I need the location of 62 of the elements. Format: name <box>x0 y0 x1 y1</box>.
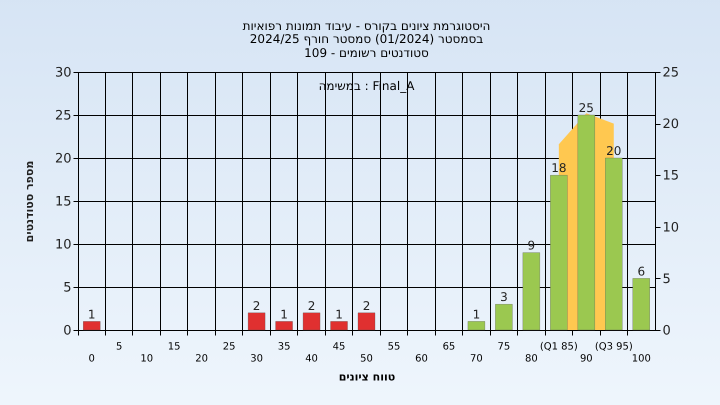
bar <box>495 304 513 330</box>
x-tick-label: 25 <box>222 342 236 352</box>
y2-tick-label: 0 <box>662 324 671 338</box>
y2-tick-label: 20 <box>662 117 680 132</box>
x-tick-label: 20 <box>195 354 208 364</box>
bar <box>632 278 650 330</box>
data-label: 20 <box>606 144 622 158</box>
x-tick-label: 5 <box>116 342 122 352</box>
y-tick-label: 5 <box>63 280 72 296</box>
x-tick-label: 50 <box>360 354 373 364</box>
y-axis-title: מספר סטודנטים <box>22 160 36 242</box>
x-tick-label: 100 <box>632 354 651 364</box>
y2-tick-label: 10 <box>662 220 680 236</box>
data-label: 2 <box>362 298 370 313</box>
bar <box>275 321 293 330</box>
bar <box>302 312 320 330</box>
bar <box>83 321 100 330</box>
bar <box>578 114 595 330</box>
x-tick-label: 40 <box>305 354 318 364</box>
bar <box>522 252 540 330</box>
data-label: 2 <box>252 298 260 313</box>
y2-tick-label: 25 <box>662 66 680 80</box>
x-axis-title: טווח ציונים <box>338 370 396 384</box>
chart-title: היסטוגרמת ציונים בקורס - עיבוד תמונות רפואיות <box>242 19 490 33</box>
data-label: 1 <box>280 307 288 322</box>
x-tick-label: 90 <box>580 354 593 364</box>
y2-tick-label: 15 <box>662 168 680 184</box>
y-tick-label: 15 <box>54 194 72 210</box>
bar <box>358 312 376 330</box>
data-label: 1 <box>472 307 480 322</box>
chart-subtitle: בסמסטר (01/2024) סמסטר חורף 2024/25 סטודנטים רשומים - 109 <box>250 32 484 60</box>
data-label: 2 <box>308 298 316 313</box>
x-tick-label: 0 <box>88 354 95 364</box>
x-tick-label: (Q1 85) <box>540 342 578 352</box>
x-tick-label: (Q3 95) <box>594 342 633 352</box>
x-tick-label: 75 <box>498 342 510 352</box>
y-tick-label: 30 <box>54 66 72 80</box>
data-label: 3 <box>500 290 508 304</box>
x-tick-label: 55 <box>388 342 400 352</box>
y2-tick-label: 5 <box>662 272 671 287</box>
x-tick-label: 35 <box>278 342 290 352</box>
x-tick-label: 65 <box>442 342 456 352</box>
data-label: 1 <box>335 307 343 322</box>
x-tick-label: 15 <box>168 342 181 352</box>
y-tick-label: 10 <box>54 238 72 252</box>
y-tick-label: 20 <box>54 152 72 166</box>
x-tick-label: 10 <box>140 354 154 364</box>
data-label: 6 <box>637 264 646 278</box>
x-tick-label: 60 <box>415 354 428 364</box>
bar <box>468 321 486 330</box>
bar <box>550 175 568 330</box>
bar <box>330 321 348 330</box>
x-tick-label: 45 <box>332 342 346 352</box>
data-label: 1 <box>88 307 96 322</box>
y-tick-label: 25 <box>54 108 72 124</box>
x-tick-label: 30 <box>250 354 263 364</box>
bar <box>605 158 622 330</box>
x-tick-label: 70 <box>470 354 483 364</box>
y-tick-label: 0 <box>63 324 72 338</box>
x-tick-label: 80 <box>524 354 538 364</box>
data-label: 25 <box>578 101 594 115</box>
bar <box>248 312 266 330</box>
